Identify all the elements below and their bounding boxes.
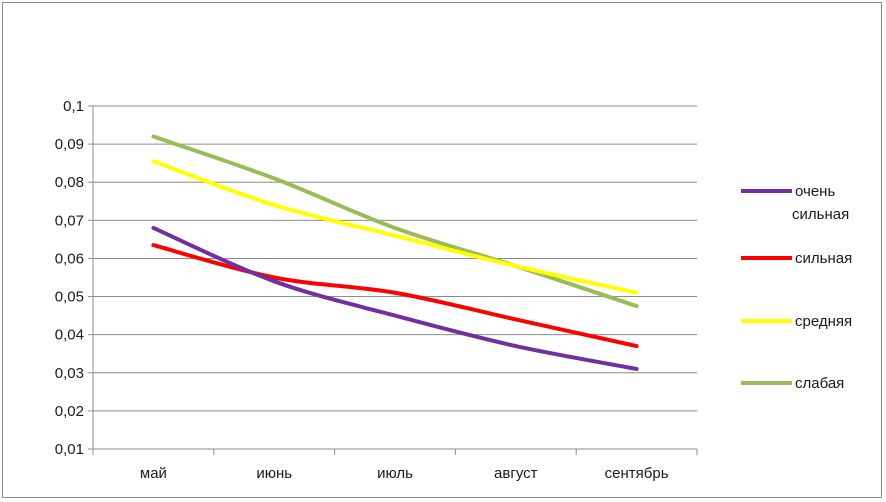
y-tick-label: 0,08	[55, 174, 84, 191]
legend-label-3: слабая	[795, 375, 844, 392]
legend-label-1: сильная	[795, 250, 852, 267]
x-tick-label: сентябрь	[605, 465, 669, 482]
x-tick-label: июнь	[256, 465, 292, 482]
y-tick-label: 0,04	[55, 327, 84, 344]
legend-label-0: очень сильная	[792, 183, 849, 223]
legend-label-line: очень	[795, 183, 835, 200]
y-tick-label: 0,07	[55, 212, 84, 229]
y-tick-label: 0,06	[55, 250, 84, 267]
y-tick-label: 0,01	[55, 441, 84, 458]
gridlines	[93, 105, 697, 412]
series-line-0	[151, 225, 639, 371]
axes	[88, 105, 698, 455]
series-line-3	[151, 134, 639, 309]
y-tick-label: 0,1	[63, 98, 84, 115]
x-axis-tick-labels: май июнь июль август сентябрь	[140, 465, 669, 482]
legend-label-line: слабая	[795, 375, 844, 392]
y-tick-label: 0,02	[55, 403, 84, 420]
legend-label-line: средняя	[795, 313, 852, 330]
legend-label-line: сильная	[795, 250, 852, 267]
legend: очень сильная сильная средняя слабая	[741, 183, 852, 392]
x-tick-label: май	[140, 465, 167, 482]
series-line-1	[151, 243, 639, 349]
x-tick-label: июль	[377, 465, 413, 482]
y-tick-label: 0,05	[55, 289, 84, 306]
y-axis-tick-labels: 0,01 0,02 0,03 0,04 0,05 0,06 0,07 0,08 0,09 0,1	[55, 98, 84, 458]
series-lines	[151, 134, 639, 371]
legend-label-2: средняя	[795, 313, 852, 330]
legend-label-line: сильная	[792, 206, 849, 223]
y-tick-label: 0,03	[55, 365, 84, 382]
series-line-2	[151, 159, 639, 295]
x-tick-label: август	[494, 465, 538, 482]
y-tick-label: 0,09	[55, 136, 84, 153]
